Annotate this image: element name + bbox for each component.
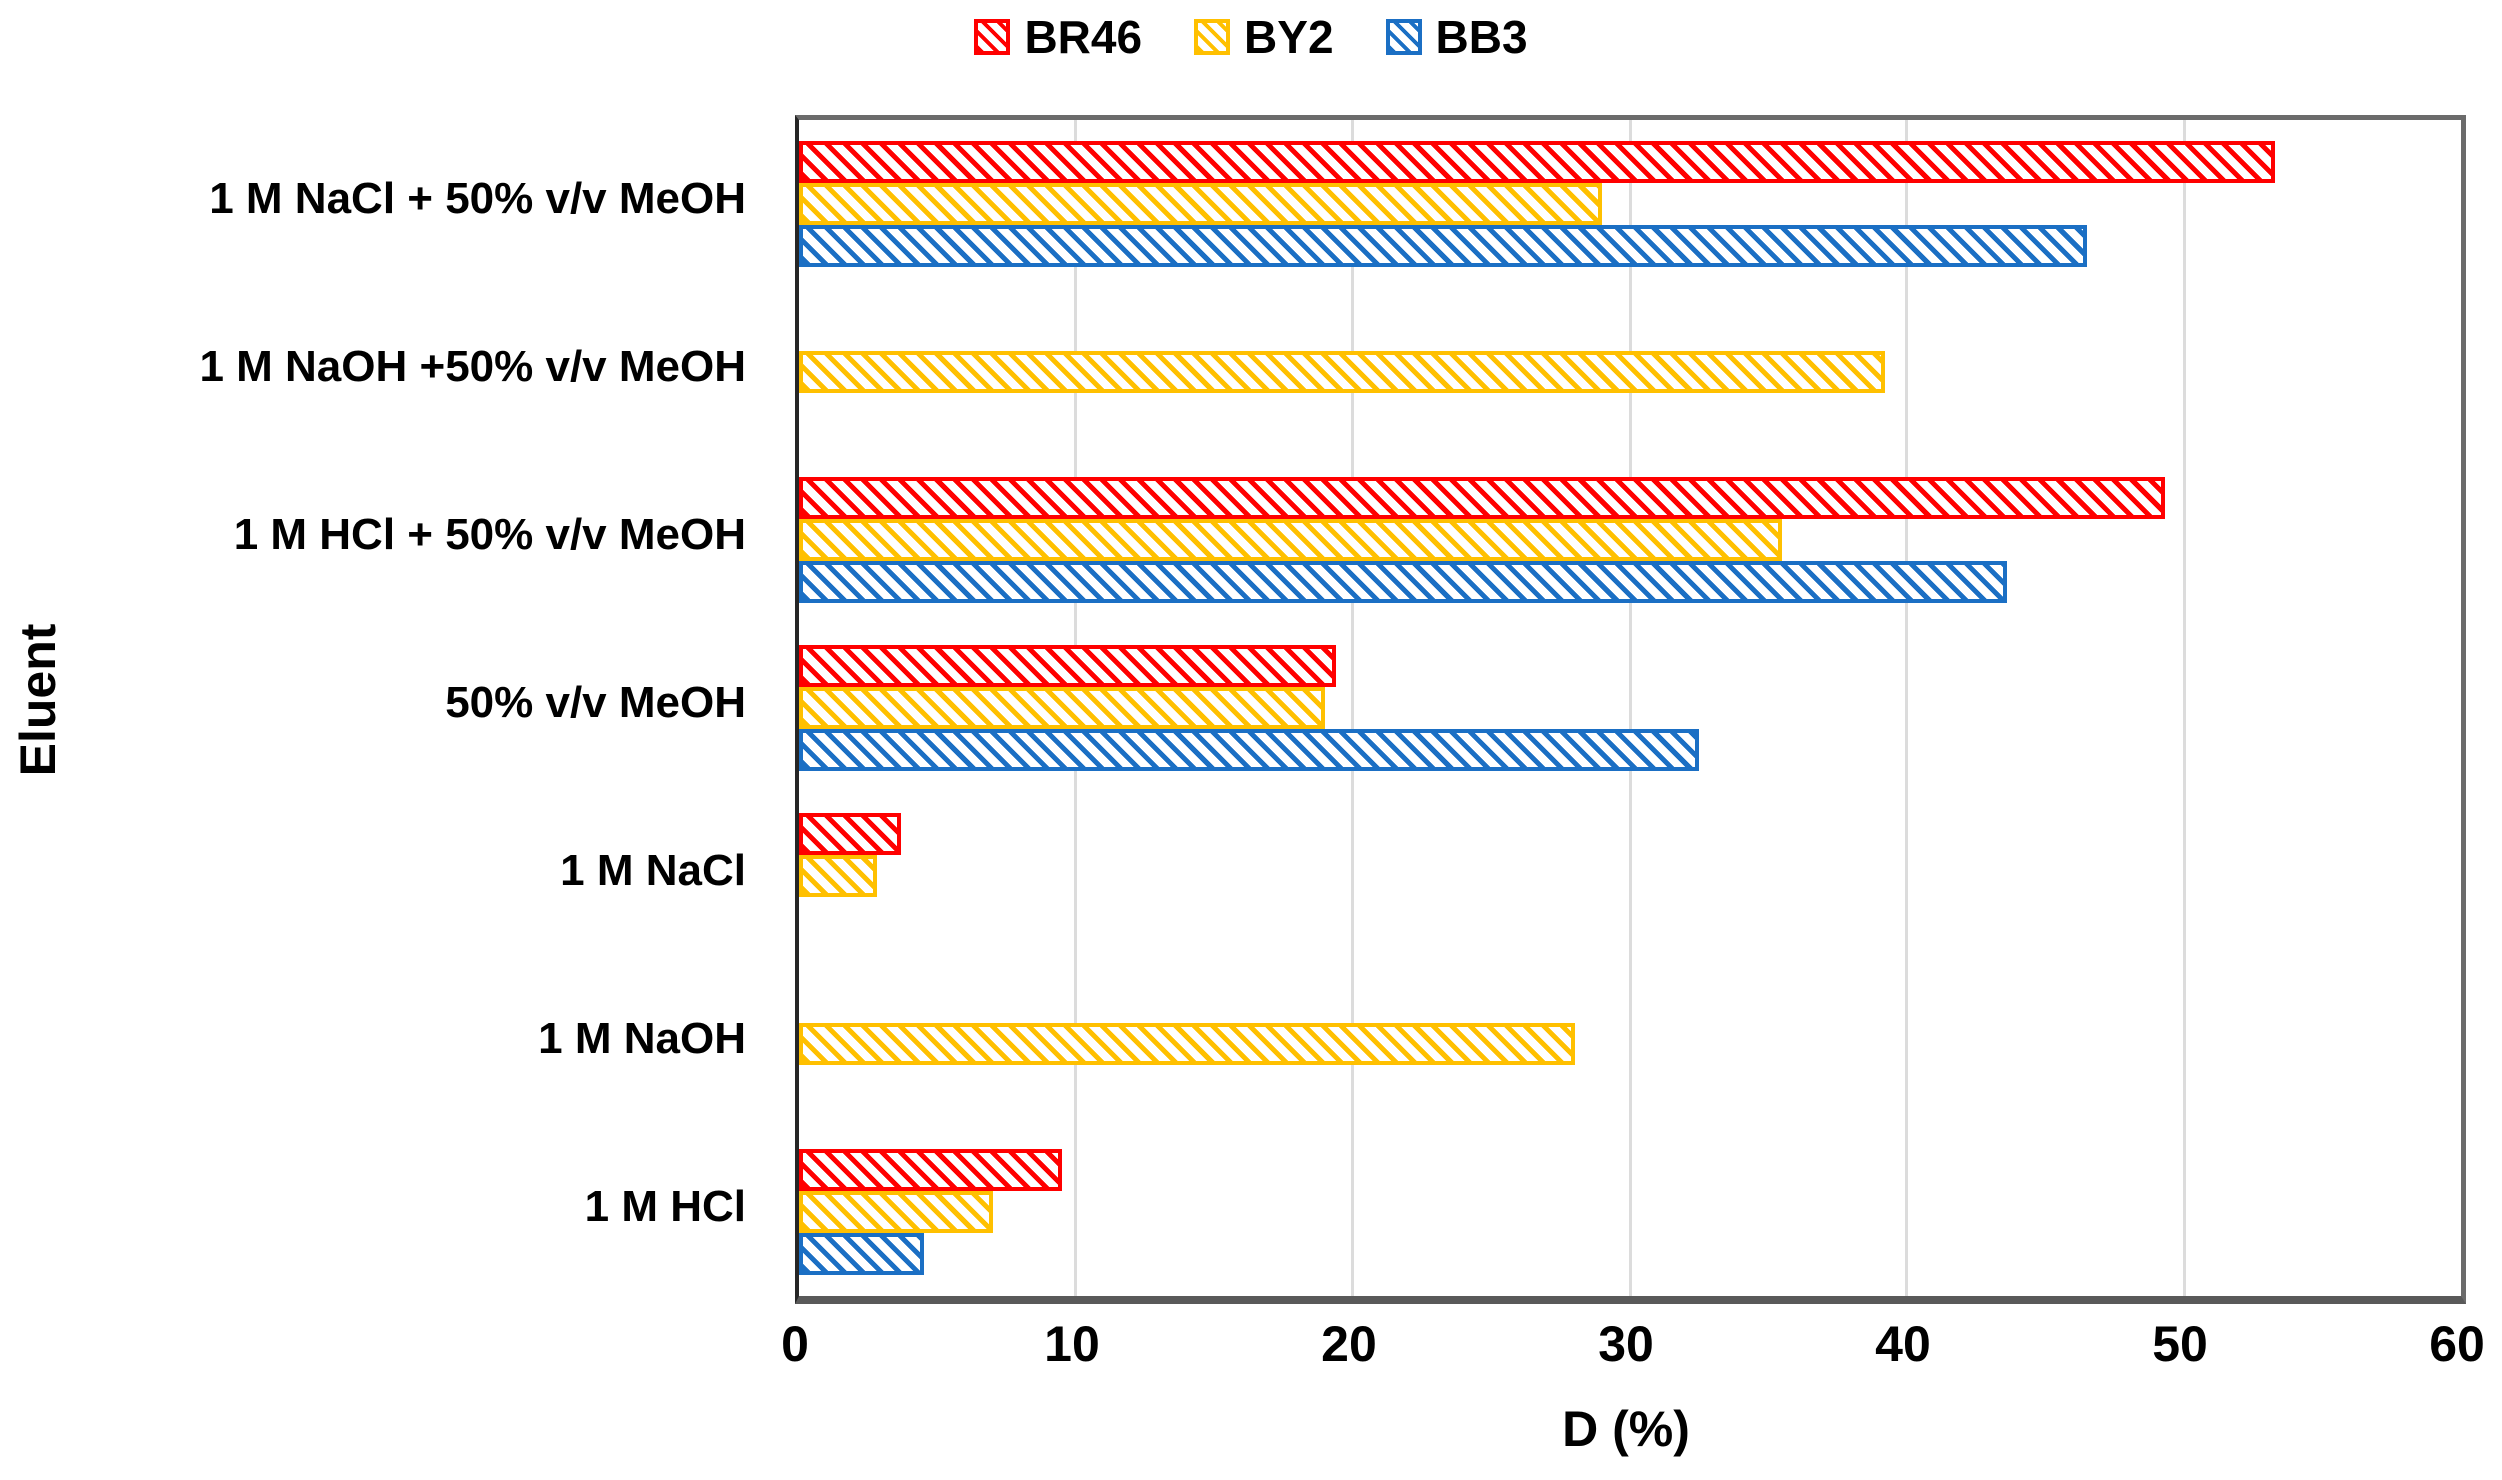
bar-br46-3 (799, 645, 1337, 687)
category-label: 1 M HCl (584, 1182, 746, 1231)
x-tick-label: 60 (2429, 1316, 2485, 1372)
x-tick-label: 40 (1875, 1316, 1931, 1372)
x-tick-label: 20 (1321, 1316, 1377, 1372)
y-axis-title: Eluent (10, 623, 66, 777)
category-label: 50% v/v MeOH (445, 678, 746, 727)
bar-bb3-3 (799, 729, 1700, 771)
legend-label: BY2 (1244, 11, 1334, 63)
plot-area (795, 115, 2466, 1304)
category-label: 1 M NaOH (538, 1014, 746, 1063)
bar-by2-0 (799, 183, 1603, 225)
legend-item-br46: BR46 (974, 10, 1142, 64)
gridline (1351, 120, 1355, 1296)
category-labels: 1 M NaCl + 50% v/v MeOH 1 M NaOH +50% v/v… (0, 115, 770, 1291)
legend-label: BR46 (1024, 11, 1143, 63)
x-tick-label: 10 (1044, 1316, 1100, 1372)
legend-label: BB3 (1435, 11, 1528, 63)
bar-by2-2 (799, 519, 1783, 561)
bar-br46-4 (799, 813, 902, 855)
legend-swatch-icon (974, 19, 1011, 55)
category-label: 1 M NaCl (560, 846, 746, 895)
x-axis-title: D (%) (1562, 1401, 1690, 1457)
bar-br46-6 (799, 1149, 1063, 1191)
legend-swatch-icon (1194, 19, 1231, 55)
gridline (1905, 120, 1909, 1296)
gridline (1628, 120, 1632, 1296)
bar-by2-5 (799, 1023, 1575, 1065)
category-label: 1 M NaOH +50% v/v MeOH (199, 342, 746, 391)
bar-br46-0 (799, 140, 2276, 183)
bar-bb3-6 (799, 1233, 924, 1275)
x-tick-labels: 0 10 20 30 40 50 60 (781, 1315, 2485, 1385)
legend-swatch-icon (1385, 19, 1422, 55)
bar-br46-2 (799, 477, 2165, 519)
bar-by2-1 (799, 351, 1885, 393)
bar-by2-4 (799, 855, 877, 897)
x-tick-label: 30 (1598, 1316, 1654, 1372)
legend-item-bb3: BB3 (1385, 10, 1528, 64)
legend-item-by2: BY2 (1194, 10, 1334, 64)
bar-by2-3 (799, 687, 1326, 729)
category-label: 1 M NaCl + 50% v/v MeOH (209, 174, 746, 223)
category-label: 1 M HCl + 50% v/v MeOH (233, 510, 746, 559)
bar-bb3-0 (799, 225, 2088, 267)
legend: BR46 BY2 BB3 (0, 10, 2502, 64)
bar-bb3-2 (799, 561, 2007, 603)
bar-by2-6 (799, 1191, 993, 1233)
gridline (2182, 120, 2186, 1296)
x-tick-label: 0 (781, 1316, 809, 1372)
x-tick-label: 50 (2152, 1316, 2208, 1372)
